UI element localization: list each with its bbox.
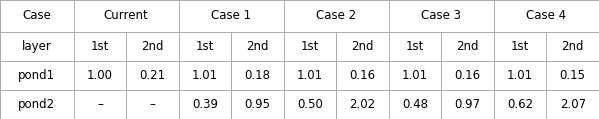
Text: 0.97: 0.97: [455, 98, 481, 111]
Text: 2.02: 2.02: [350, 98, 376, 111]
Text: Case 1: Case 1: [211, 10, 252, 22]
Text: 1.01: 1.01: [192, 69, 218, 82]
Text: Case 4: Case 4: [527, 10, 567, 22]
Text: 0.95: 0.95: [244, 98, 271, 111]
Text: 0.48: 0.48: [402, 98, 428, 111]
Text: 0.18: 0.18: [244, 69, 271, 82]
Text: –: –: [97, 98, 103, 111]
Text: 0.50: 0.50: [297, 98, 323, 111]
Text: 0.21: 0.21: [140, 69, 165, 82]
Text: 0.16: 0.16: [455, 69, 481, 82]
Text: 2nd: 2nd: [352, 40, 374, 53]
Text: 1st: 1st: [511, 40, 530, 53]
Text: 0.15: 0.15: [559, 69, 586, 82]
Text: Case 2: Case 2: [316, 10, 356, 22]
Text: 1st: 1st: [91, 40, 109, 53]
Text: 2nd: 2nd: [141, 40, 164, 53]
Text: 2.07: 2.07: [559, 98, 586, 111]
Text: 1.01: 1.01: [402, 69, 428, 82]
Text: 1st: 1st: [406, 40, 424, 53]
Text: 0.16: 0.16: [350, 69, 376, 82]
Text: pond2: pond2: [19, 98, 55, 111]
Text: Case: Case: [22, 10, 52, 22]
Text: 0.39: 0.39: [192, 98, 218, 111]
Text: 2nd: 2nd: [246, 40, 269, 53]
Text: 1.01: 1.01: [507, 69, 533, 82]
Text: 0.62: 0.62: [507, 98, 533, 111]
Text: Case 3: Case 3: [422, 10, 461, 22]
Text: 1st: 1st: [301, 40, 319, 53]
Text: –: –: [150, 98, 155, 111]
Text: 1.01: 1.01: [297, 69, 323, 82]
Text: pond1: pond1: [19, 69, 55, 82]
Text: 2nd: 2nd: [561, 40, 584, 53]
Text: 1st: 1st: [196, 40, 214, 53]
Text: layer: layer: [22, 40, 52, 53]
Text: 2nd: 2nd: [456, 40, 479, 53]
Text: Current: Current: [104, 10, 149, 22]
Text: 1.00: 1.00: [87, 69, 113, 82]
